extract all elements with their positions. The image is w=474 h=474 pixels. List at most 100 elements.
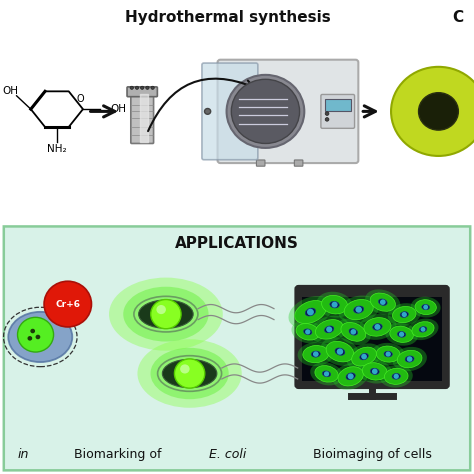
- Circle shape: [307, 309, 314, 315]
- Ellipse shape: [139, 300, 193, 328]
- Ellipse shape: [109, 278, 223, 351]
- Ellipse shape: [370, 368, 379, 374]
- FancyBboxPatch shape: [296, 286, 448, 388]
- Text: NH₂: NH₂: [47, 144, 67, 154]
- Circle shape: [407, 356, 412, 362]
- Ellipse shape: [378, 299, 387, 305]
- Circle shape: [374, 324, 381, 330]
- Circle shape: [180, 365, 190, 374]
- Circle shape: [324, 371, 329, 376]
- FancyBboxPatch shape: [131, 93, 154, 144]
- Circle shape: [156, 305, 166, 314]
- Ellipse shape: [397, 331, 406, 337]
- Circle shape: [380, 300, 386, 305]
- Text: Cr+6: Cr+6: [55, 300, 80, 309]
- Text: O: O: [77, 94, 84, 104]
- Circle shape: [356, 307, 362, 313]
- Ellipse shape: [292, 320, 324, 344]
- Ellipse shape: [354, 306, 364, 313]
- Text: in: in: [18, 448, 29, 461]
- Ellipse shape: [384, 351, 392, 357]
- Circle shape: [423, 305, 428, 310]
- Ellipse shape: [336, 319, 371, 345]
- Circle shape: [151, 300, 181, 329]
- Text: OH: OH: [2, 86, 18, 96]
- Circle shape: [27, 336, 32, 341]
- Ellipse shape: [360, 353, 368, 360]
- Ellipse shape: [326, 341, 354, 362]
- Ellipse shape: [373, 324, 382, 330]
- Ellipse shape: [9, 312, 73, 362]
- Ellipse shape: [400, 311, 409, 318]
- Circle shape: [385, 352, 391, 356]
- Circle shape: [227, 75, 304, 148]
- Ellipse shape: [363, 363, 387, 380]
- Ellipse shape: [335, 348, 345, 356]
- Ellipse shape: [322, 295, 347, 314]
- Circle shape: [130, 86, 134, 89]
- Text: C: C: [452, 10, 463, 25]
- Ellipse shape: [376, 346, 400, 362]
- Text: APPLICATIONS: APPLICATIONS: [175, 236, 299, 251]
- Circle shape: [399, 332, 404, 337]
- Ellipse shape: [338, 295, 379, 324]
- Circle shape: [350, 329, 356, 335]
- Ellipse shape: [392, 374, 401, 379]
- Ellipse shape: [330, 301, 339, 308]
- Ellipse shape: [415, 300, 437, 315]
- Circle shape: [325, 118, 329, 121]
- Ellipse shape: [311, 351, 320, 357]
- Circle shape: [361, 354, 367, 359]
- FancyBboxPatch shape: [321, 94, 355, 128]
- Text: OH: OH: [110, 104, 126, 114]
- Text: Hydrothermal synthesis: Hydrothermal synthesis: [125, 10, 330, 25]
- Ellipse shape: [405, 356, 414, 362]
- Ellipse shape: [315, 365, 338, 382]
- Ellipse shape: [305, 308, 316, 316]
- Ellipse shape: [137, 339, 242, 408]
- FancyBboxPatch shape: [294, 160, 303, 166]
- FancyBboxPatch shape: [4, 227, 470, 470]
- Circle shape: [313, 351, 319, 357]
- Circle shape: [419, 93, 458, 130]
- Circle shape: [44, 281, 91, 327]
- FancyBboxPatch shape: [218, 60, 358, 163]
- Ellipse shape: [380, 365, 413, 388]
- Circle shape: [347, 374, 354, 379]
- Ellipse shape: [303, 346, 329, 363]
- Ellipse shape: [338, 367, 364, 386]
- Circle shape: [420, 327, 426, 332]
- Ellipse shape: [289, 296, 332, 328]
- Circle shape: [18, 317, 54, 352]
- Ellipse shape: [320, 337, 359, 366]
- Ellipse shape: [365, 290, 401, 315]
- Circle shape: [401, 312, 407, 317]
- Ellipse shape: [310, 316, 348, 343]
- Ellipse shape: [341, 322, 366, 341]
- Ellipse shape: [333, 363, 368, 390]
- Ellipse shape: [408, 319, 438, 340]
- Ellipse shape: [322, 371, 331, 377]
- Circle shape: [174, 359, 205, 388]
- Circle shape: [151, 86, 155, 89]
- Circle shape: [331, 301, 337, 308]
- Circle shape: [141, 86, 144, 89]
- Ellipse shape: [392, 347, 427, 371]
- FancyBboxPatch shape: [302, 297, 442, 381]
- Ellipse shape: [385, 323, 418, 346]
- Circle shape: [325, 112, 329, 115]
- Ellipse shape: [162, 359, 217, 388]
- Ellipse shape: [364, 318, 391, 336]
- Circle shape: [30, 329, 35, 333]
- Ellipse shape: [295, 301, 326, 324]
- Ellipse shape: [388, 303, 421, 326]
- Ellipse shape: [358, 314, 396, 340]
- Text: Biomarking of: Biomarking of: [74, 448, 166, 461]
- Ellipse shape: [422, 304, 429, 310]
- Circle shape: [337, 348, 343, 355]
- Ellipse shape: [310, 362, 343, 385]
- FancyBboxPatch shape: [202, 63, 258, 160]
- Ellipse shape: [317, 292, 353, 318]
- Ellipse shape: [316, 319, 343, 339]
- Ellipse shape: [419, 327, 427, 332]
